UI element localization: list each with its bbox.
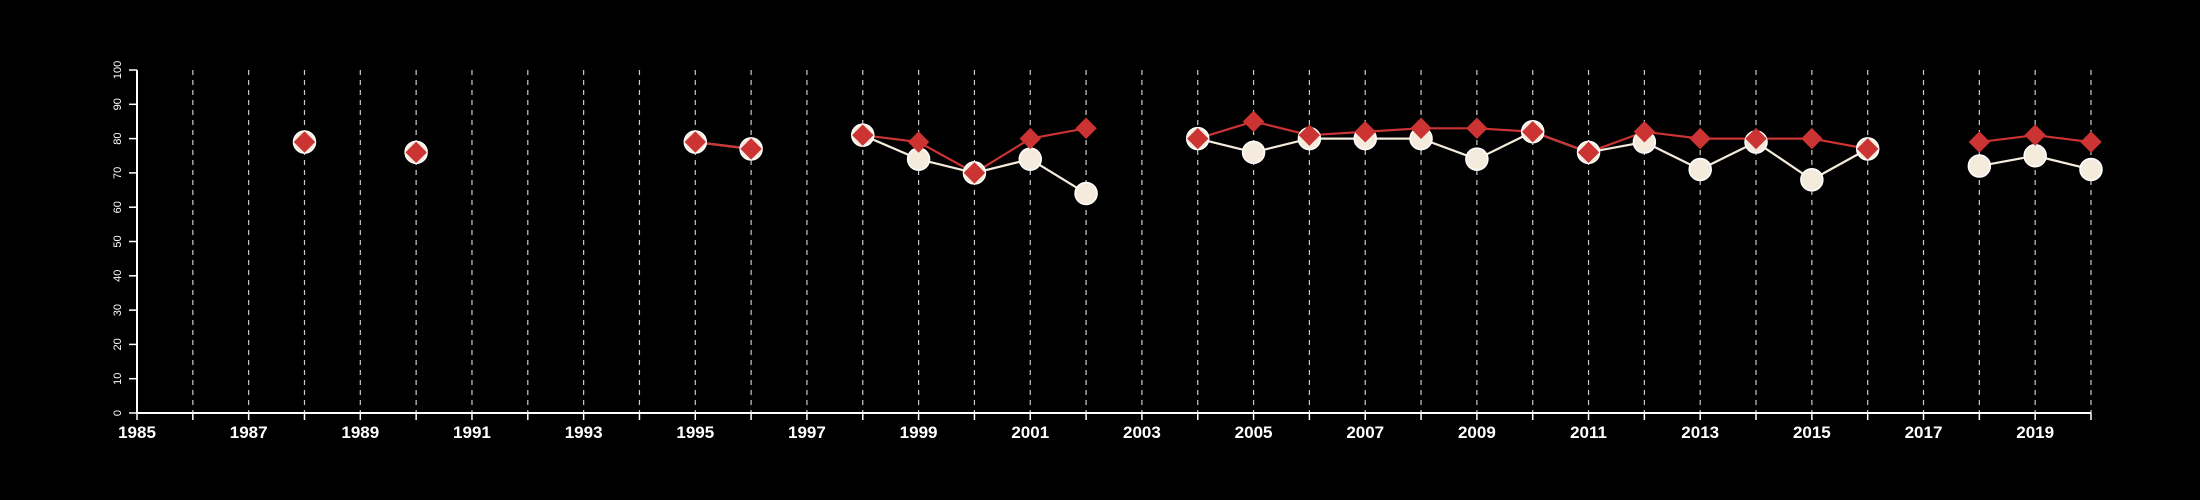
x-tick-label: 1991 bbox=[453, 423, 491, 442]
data-point-diamond bbox=[1801, 127, 1823, 150]
data-point-diamond bbox=[1577, 141, 1600, 164]
x-tick-label: 1989 bbox=[341, 423, 379, 442]
y-tick-label: 70 bbox=[112, 167, 124, 179]
x-tick-label: 1985 bbox=[118, 423, 156, 442]
y-tick-label: 10 bbox=[112, 373, 124, 385]
axes: 0 10 20 30 40 50 60 70 80 90 100 1985 1987 1989 1991 19… bbox=[112, 61, 2092, 442]
x-tick-label: 2005 bbox=[1235, 423, 1273, 442]
x-tick-label: 2007 bbox=[1346, 423, 1384, 442]
data-point-circle bbox=[1967, 154, 1992, 178]
x-tick-label: 1995 bbox=[676, 423, 714, 442]
data-point-circle bbox=[1688, 157, 1712, 182]
data-point-diamond bbox=[1745, 127, 1767, 150]
x-tick-label: 2009 bbox=[1458, 423, 1496, 442]
data-point-circle bbox=[1800, 168, 1824, 192]
data-point-diamond bbox=[405, 141, 427, 164]
x-tick-label: 2013 bbox=[1681, 423, 1719, 442]
data-point-diamond bbox=[963, 162, 986, 184]
x-tick-label: 2017 bbox=[1905, 423, 1943, 442]
data-point-circle bbox=[1241, 140, 1266, 165]
data-point-diamond bbox=[1466, 117, 1488, 140]
y-tick-label: 50 bbox=[112, 235, 124, 247]
data-point-circle bbox=[1074, 181, 1098, 206]
data-point-diamond bbox=[1856, 138, 1879, 160]
data-point-circle bbox=[2079, 157, 2103, 182]
data-point-circle bbox=[1018, 147, 1043, 171]
x-tick-label: 1999 bbox=[900, 423, 938, 442]
data-point-diamond bbox=[2080, 131, 2102, 153]
series-line-segment bbox=[1030, 127, 1087, 140]
data-point-diamond bbox=[1968, 131, 1991, 153]
data-point-diamond bbox=[907, 131, 930, 153]
data-point-diamond bbox=[1242, 110, 1265, 133]
y-tick-label: 30 bbox=[112, 304, 124, 316]
gridlines bbox=[192, 70, 2092, 413]
data-point-diamond bbox=[1522, 121, 1544, 143]
data-point-diamond bbox=[684, 131, 706, 153]
x-tick-label: 2001 bbox=[1011, 423, 1049, 442]
data-point-circle bbox=[2023, 144, 2047, 168]
y-tick-label: 90 bbox=[112, 98, 124, 110]
x-tick-label: 1987 bbox=[230, 423, 268, 442]
data-point-diamond bbox=[740, 138, 762, 160]
x-tick-label: 2015 bbox=[1793, 423, 1831, 442]
data-point-diamond bbox=[852, 124, 874, 146]
x-tick-label: 1993 bbox=[565, 423, 603, 442]
data-point-diamond bbox=[1298, 124, 1321, 146]
x-tick-label: 2011 bbox=[1570, 423, 1607, 442]
data-point-diamond bbox=[1187, 127, 1209, 150]
data-point-diamond bbox=[1689, 127, 1711, 150]
x-tick-label: 2003 bbox=[1123, 423, 1161, 442]
y-tick-label: 0 bbox=[112, 410, 124, 416]
y-tick-label: 100 bbox=[112, 61, 124, 79]
x-tick-label: 2019 bbox=[2016, 423, 2054, 442]
data-point-diamond bbox=[1410, 117, 1432, 140]
y-tick-label: 20 bbox=[112, 338, 124, 350]
y-tick-label: 40 bbox=[112, 270, 124, 282]
data-point-diamond bbox=[2024, 124, 2046, 146]
x-tick-label: 1997 bbox=[788, 423, 826, 442]
y-tick-label: 80 bbox=[112, 132, 124, 144]
data-point-diamond bbox=[1075, 117, 1097, 140]
data-point-diamond bbox=[1019, 127, 1041, 150]
data-point-diamond bbox=[1633, 121, 1656, 143]
data-point-circle bbox=[1465, 147, 1489, 171]
series bbox=[292, 110, 2103, 206]
data-point-diamond bbox=[1354, 121, 1376, 143]
y-tick-label: 60 bbox=[112, 201, 124, 213]
data-point-diamond bbox=[293, 131, 316, 153]
